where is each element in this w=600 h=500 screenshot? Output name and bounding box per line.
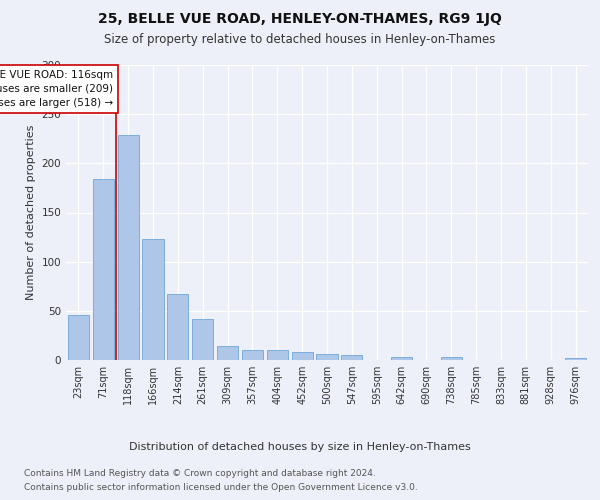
Bar xyxy=(341,355,362,360)
Bar xyxy=(93,179,114,360)
Text: Size of property relative to detached houses in Henley-on-Thames: Size of property relative to detached ho… xyxy=(104,32,496,46)
Bar xyxy=(242,350,263,360)
Text: Distribution of detached houses by size in Henley-on-Thames: Distribution of detached houses by size … xyxy=(129,442,471,452)
Bar xyxy=(267,350,288,360)
Bar xyxy=(118,135,139,360)
Bar xyxy=(391,357,412,360)
Bar xyxy=(192,318,213,360)
Bar xyxy=(565,358,586,360)
Bar xyxy=(68,315,89,360)
Bar xyxy=(292,352,313,360)
Bar xyxy=(142,239,164,360)
Text: Contains HM Land Registry data © Crown copyright and database right 2024.: Contains HM Land Registry data © Crown c… xyxy=(24,468,376,477)
Bar xyxy=(316,354,338,360)
Text: 25 BELLE VUE ROAD: 116sqm
← 29% of detached houses are smaller (209)
71% of semi: 25 BELLE VUE ROAD: 116sqm ← 29% of detac… xyxy=(0,70,113,108)
Bar xyxy=(167,294,188,360)
Text: 25, BELLE VUE ROAD, HENLEY-ON-THAMES, RG9 1JQ: 25, BELLE VUE ROAD, HENLEY-ON-THAMES, RG… xyxy=(98,12,502,26)
Bar xyxy=(441,357,462,360)
Text: Contains public sector information licensed under the Open Government Licence v3: Contains public sector information licen… xyxy=(24,484,418,492)
Y-axis label: Number of detached properties: Number of detached properties xyxy=(26,125,36,300)
Bar xyxy=(217,346,238,360)
